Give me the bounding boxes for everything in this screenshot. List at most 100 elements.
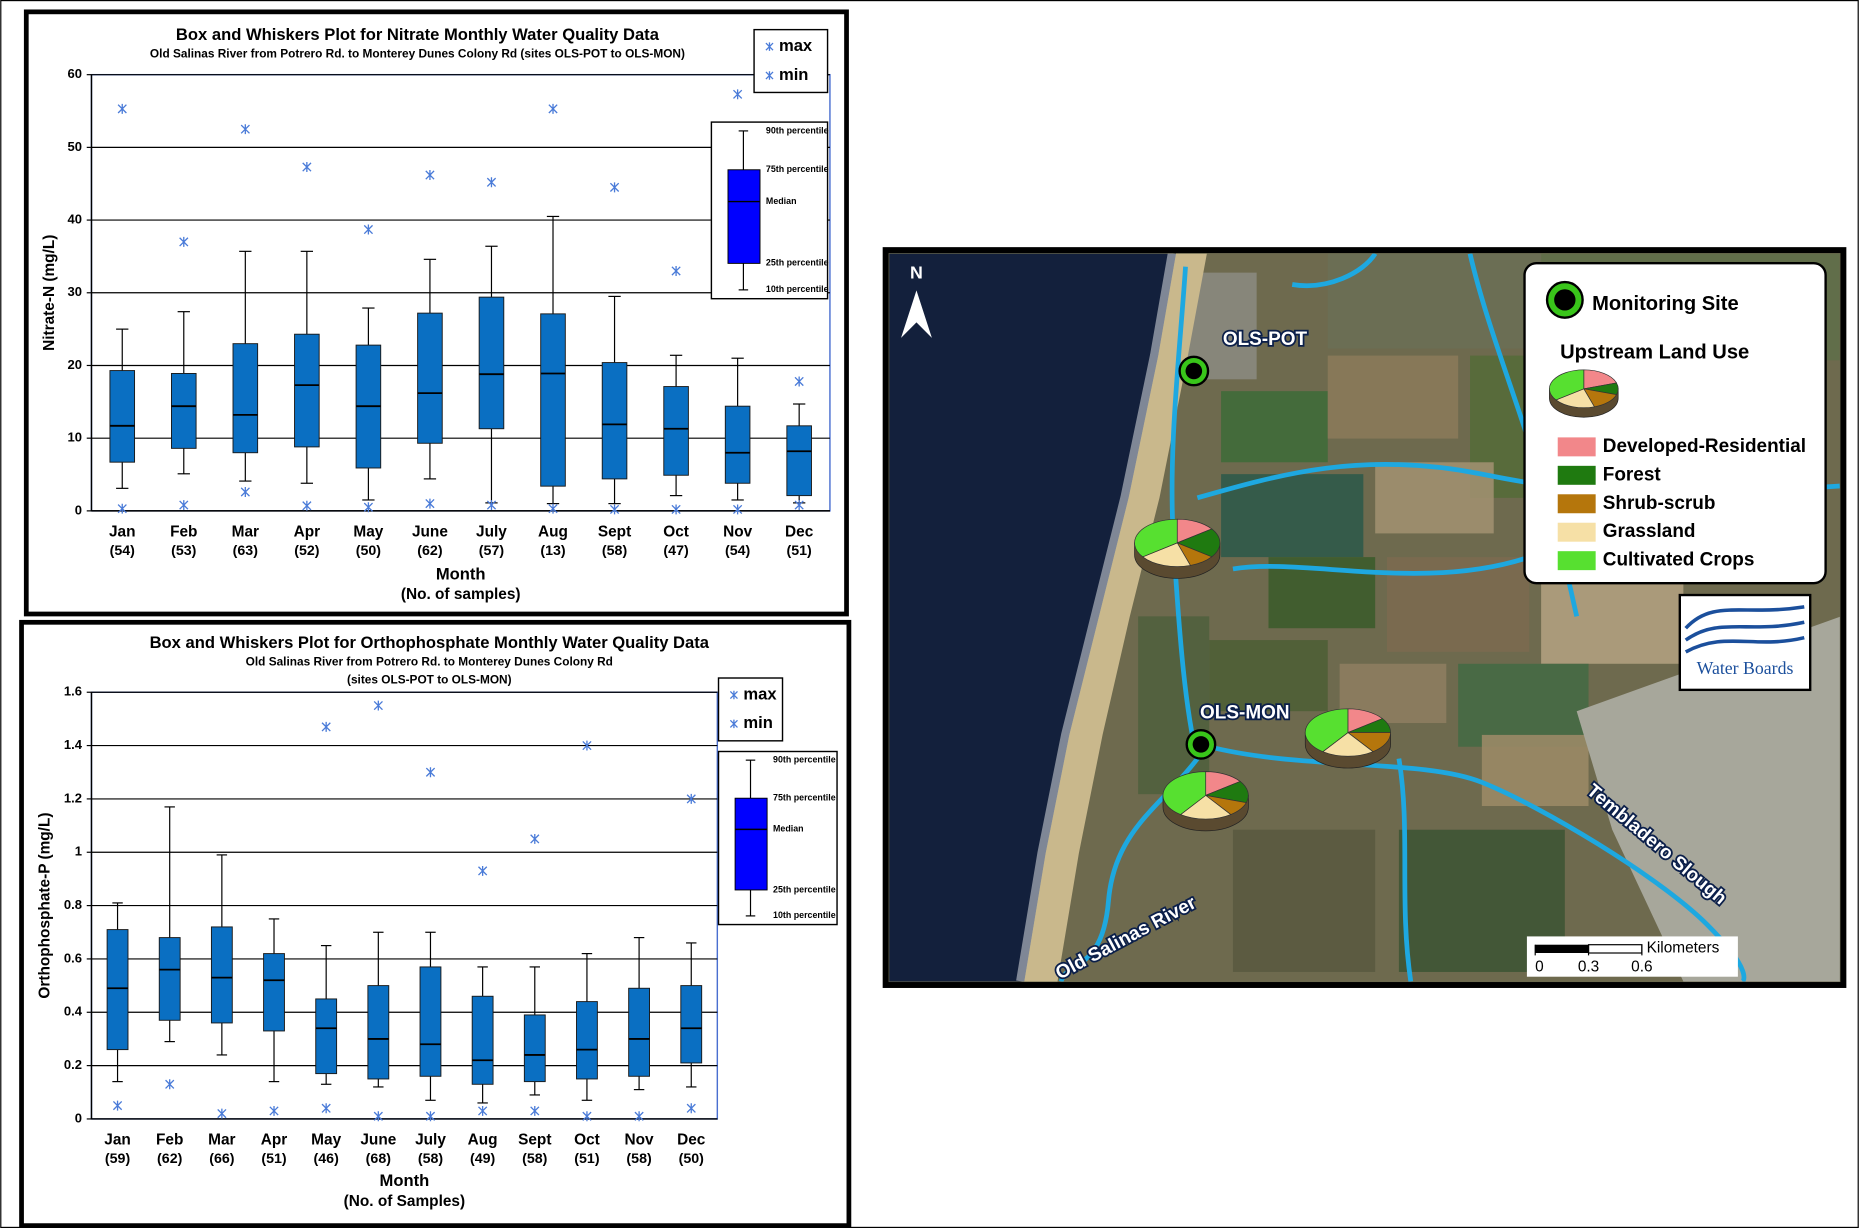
extreme-marker	[530, 833, 540, 844]
y-tick-label: 0	[75, 502, 82, 517]
sample-count: (51)	[261, 1151, 287, 1167]
ocean	[889, 253, 1177, 982]
map-legend	[1523, 261, 1827, 585]
extreme-marker	[478, 865, 488, 876]
x-tick-label: May	[353, 523, 383, 540]
x-tick-label: July	[476, 523, 507, 540]
extreme-marker	[425, 1111, 436, 1122]
sample-count: (59)	[105, 1151, 131, 1167]
box	[523, 1014, 546, 1083]
x-tick-label: Dec	[677, 1131, 706, 1148]
extreme-marker	[240, 486, 250, 497]
legend-label: Grassland	[1603, 521, 1696, 542]
extreme-marker	[363, 224, 374, 235]
pie-slice	[1176, 528, 1221, 558]
y-tick-label: 0.8	[64, 897, 82, 912]
sample-count: (58)	[602, 543, 628, 559]
x-tick-label: Jan	[109, 523, 136, 540]
box	[210, 926, 233, 1024]
extreme-marker	[733, 504, 743, 515]
box	[419, 966, 442, 1077]
box	[106, 929, 129, 1051]
extreme-marker	[486, 177, 497, 188]
x-tick-label: Sept	[518, 1131, 551, 1148]
legend-title: Upstream Land Use	[1560, 342, 1749, 364]
key-label: 90th percentile	[773, 754, 836, 764]
x-tick-label: Apr	[294, 523, 321, 540]
site-core	[1185, 362, 1203, 380]
pie-slice	[1322, 732, 1374, 757]
legend-marker	[765, 71, 774, 80]
site-label: OLS-POT	[1223, 329, 1308, 350]
sample-count: (68)	[366, 1151, 392, 1167]
extreme-marker	[425, 498, 435, 509]
sample-count: (63)	[233, 543, 259, 559]
extreme-marker	[269, 1105, 279, 1116]
scale-tick-label: 0	[1535, 958, 1544, 975]
box	[663, 386, 689, 476]
extreme-marker	[302, 500, 312, 511]
y-axis-label: Nitrate-N (mg/L)	[41, 235, 58, 351]
box	[786, 425, 812, 497]
beach	[1024, 253, 1207, 982]
legend-swatch	[1557, 522, 1596, 542]
legend-label: Cultivated Crops	[1603, 550, 1755, 571]
extreme-marker	[217, 1108, 227, 1119]
extreme-marker	[165, 1079, 175, 1090]
sample-count: (58)	[626, 1151, 652, 1167]
extreme-marker	[548, 503, 558, 514]
x-axis-label: Month	[380, 1171, 430, 1190]
extreme-marker	[425, 170, 435, 180]
box	[294, 333, 320, 448]
key-label: 75th percentile	[766, 164, 829, 174]
extreme-marker	[530, 1105, 540, 1116]
legend-swatch	[1557, 465, 1596, 485]
sample-count: (50)	[679, 1151, 705, 1167]
scale-tick-label: 0.3	[1578, 958, 1599, 975]
sample-count: (53)	[171, 543, 197, 559]
extreme-marker	[686, 793, 696, 804]
key-box	[727, 169, 761, 264]
pie-slice	[1134, 518, 1178, 558]
box	[170, 372, 197, 449]
x-tick-label: Feb	[170, 523, 197, 540]
y-tick-label: 1.4	[64, 737, 83, 752]
y-tick-label: 30	[68, 284, 82, 299]
y-tick-label: 40	[68, 212, 82, 227]
sample-count: (47)	[663, 543, 689, 559]
pie-slice	[1162, 771, 1207, 815]
pie-slice	[1179, 794, 1232, 820]
extreme-marker	[321, 1103, 331, 1114]
pie-slice	[1549, 369, 1585, 401]
box	[576, 1001, 598, 1080]
extreme-marker	[634, 1111, 644, 1122]
key-label: Median	[766, 196, 797, 206]
field	[1327, 355, 1459, 439]
extreme-marker	[794, 376, 804, 387]
x-tick-label: May	[311, 1131, 341, 1148]
field	[1541, 568, 1684, 664]
x-tick-label: Feb	[156, 1131, 183, 1148]
x-tick-label: Oct	[663, 523, 689, 540]
field	[1481, 734, 1589, 807]
y-tick-label: 1.2	[64, 790, 82, 805]
legend-marker	[765, 42, 774, 51]
field	[1209, 640, 1328, 712]
legend	[717, 677, 784, 742]
extreme-marker	[548, 103, 558, 114]
x-tick-label: Mar	[232, 523, 259, 540]
extreme-marker	[794, 500, 804, 511]
key-label: Median	[773, 824, 804, 834]
logo-text: Water Boards	[1697, 658, 1794, 678]
extreme-marker	[373, 700, 383, 711]
key-label: 25th percentile	[766, 258, 829, 268]
legend-label: Shrub-scrub	[1603, 493, 1716, 514]
scale-unit: Kilometers	[1647, 939, 1720, 956]
extreme-marker	[686, 1103, 696, 1114]
field	[1458, 663, 1589, 747]
extreme-marker	[179, 500, 189, 511]
legend-marker	[729, 719, 738, 729]
extreme-marker	[302, 162, 312, 172]
pie-slice	[1304, 708, 1349, 753]
